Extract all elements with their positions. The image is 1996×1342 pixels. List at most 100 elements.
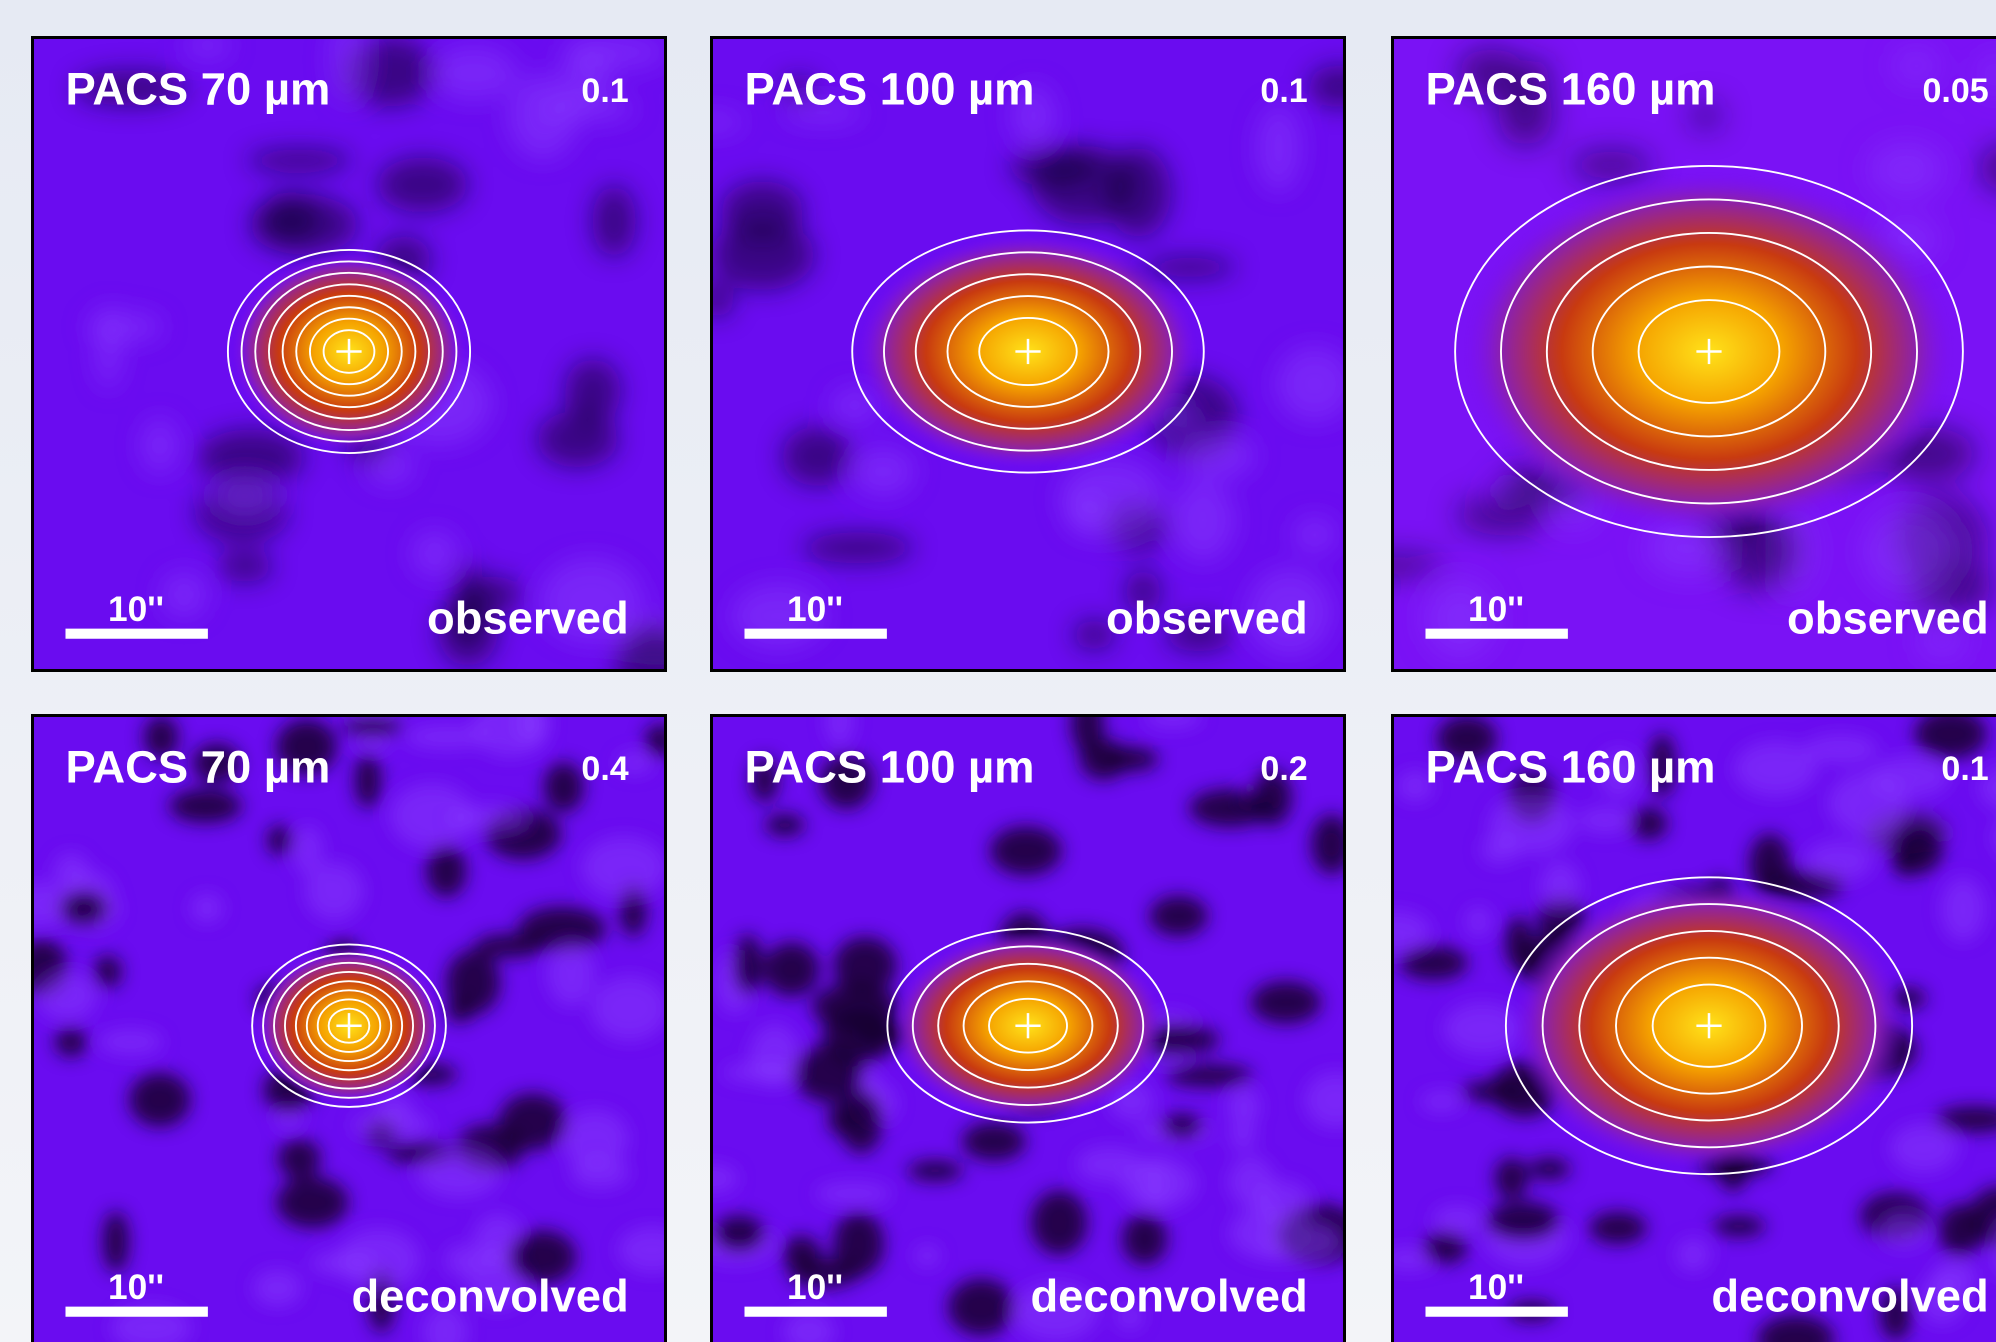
noise-blob [426,845,467,898]
noise-blob [1577,807,1632,834]
noise-blob [962,1122,1026,1161]
noise-blob [1528,1158,1570,1180]
noise-blob [1122,1214,1167,1265]
noise-blob [1229,1125,1255,1151]
noise-blob [1869,143,1944,196]
band-label: PACS 160 µm [1426,64,1716,115]
noise-blob [547,942,595,1006]
noise-blob [1433,1205,1482,1235]
noise-blob [1251,981,1322,1024]
noise-blob [1487,1201,1560,1240]
noise-blob [1465,907,1491,937]
scale-bar-label: 10'' [787,1268,843,1307]
noise-blob [377,157,468,212]
band-label: PACS 70 µm [66,742,331,793]
noise-blob [1864,507,1956,596]
noise-blob [214,479,276,513]
noise-blob [1713,1216,1766,1237]
noise-blob [293,826,322,875]
noise-blob [1171,480,1235,560]
mode-label: observed [427,593,629,644]
noise-blob [833,1212,884,1277]
noise-blob [733,934,762,995]
noise-blob [431,46,517,99]
noise-blob [94,955,122,988]
image-panel: PACS 70 µm0.110''observed [31,36,667,672]
noise-blob [267,825,293,855]
noise-blob [1032,146,1136,224]
noise-blob [1570,151,1652,180]
noise-blob [852,448,915,496]
noise-blob [1423,1231,1467,1264]
mode-label: deconvolved [1030,1271,1307,1322]
noise-blob [765,814,805,836]
panel-image: PACS 100 µm0.210''deconvolved [713,717,1343,1342]
panel-image: PACS 100 µm0.110''observed [713,39,1343,669]
noise-blob [1399,946,1468,980]
noise-blob [1805,841,1874,881]
noise-blob [417,1147,501,1199]
noise-blob [581,836,664,898]
noise-blob [1144,256,1235,278]
noise-blob [592,185,636,257]
noise-blob [1420,1091,1463,1112]
noise-blob [190,893,223,922]
noise-blob [1890,1123,1958,1172]
noise-blob [98,1029,163,1055]
noise-blob [60,891,108,925]
noise-blob [197,429,304,485]
noise-blob [1803,735,1878,764]
noise-blob [782,1235,821,1272]
scale-bar-label: 10'' [108,1268,164,1307]
noise-blob [1161,1114,1203,1138]
scale-value: 0.1 [1941,750,1988,788]
noise-blob [1443,1002,1522,1054]
noise-blob [253,1269,302,1306]
noise-blob [355,753,382,808]
noise-blob [1676,1238,1711,1272]
noise-blob [261,193,318,243]
image-panel: PACS 160 µm0.110''deconvolved [1391,714,1996,1342]
noise-blob [53,852,89,889]
noise-blob [129,1073,191,1127]
noise-blob [543,762,583,812]
noise-blob [840,1090,883,1153]
noise-blob [278,1139,321,1179]
noise-blob [103,1211,129,1273]
noise-blob [276,1177,348,1229]
noise-blob [1120,1158,1197,1210]
noise-blob [815,1182,892,1205]
scale-bar-label: 10'' [1468,1268,1524,1307]
scale-value: 0.1 [1260,72,1307,110]
noise-blob [351,1111,433,1139]
noise-blob [366,449,415,485]
noise-blob [1293,516,1336,553]
noise-blob [55,1027,88,1057]
noise-blob [1031,1190,1088,1254]
noise-blob [1067,490,1103,534]
noise-blob [1589,1212,1647,1244]
figure: PACS 70 µm0.110''observedPACS 100 µm0.11… [0,0,1996,1342]
noise-blob [1893,822,1944,874]
image-panel: PACS 160 µm0.0510''observed [1391,36,1996,672]
scale-bar-label: 10'' [787,590,843,629]
panel-image: PACS 160 µm0.0510''observed [1394,39,1996,669]
noise-blob [1495,1157,1529,1199]
scale-value: 0.1 [581,72,628,110]
noise-blob [141,418,178,473]
noise-blob [247,149,352,173]
noise-blob [1828,772,1908,836]
mode-label: deconvolved [351,1271,628,1322]
noise-blob [802,532,913,563]
noise-blob [1189,789,1271,827]
noise-blob [1166,1064,1253,1087]
noise-blob [96,305,121,390]
noise-blob [763,942,820,996]
noise-blob [1180,434,1256,479]
noise-blob [218,551,273,582]
noise-blob [36,972,97,1021]
noise-blob [448,804,529,831]
scale-value: 0.2 [1260,750,1307,788]
